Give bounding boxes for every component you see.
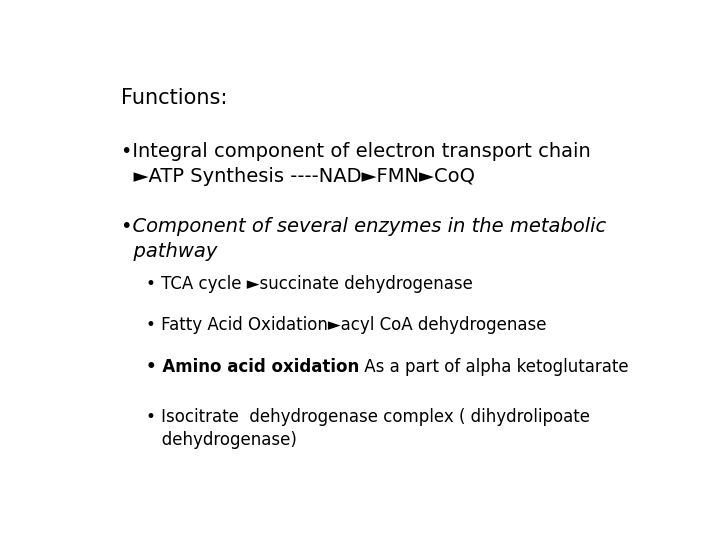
Text: •Component of several enzymes in the metabolic
  pathway: •Component of several enzymes in the met… <box>121 217 606 261</box>
Text: Functions:: Functions: <box>121 87 227 107</box>
Text: As a part of alpha ketoglutarate: As a part of alpha ketoglutarate <box>359 358 629 376</box>
Text: • Fatty Acid Oxidation►acyl CoA dehydrogenase: • Fatty Acid Oxidation►acyl CoA dehydrog… <box>145 316 546 334</box>
Text: • Isocitrate  dehydrogenase complex ( dihydrolipoate
   dehydrogenase): • Isocitrate dehydrogenase complex ( dih… <box>145 408 590 449</box>
Text: • Amino acid oxidation: • Amino acid oxidation <box>145 358 359 376</box>
Text: •Integral component of electron transport chain
  ►ATP Synthesis ----NAD►FMN►CoQ: •Integral component of electron transpor… <box>121 141 590 186</box>
Text: • TCA cycle ►succinate dehydrogenase: • TCA cycle ►succinate dehydrogenase <box>145 275 472 293</box>
